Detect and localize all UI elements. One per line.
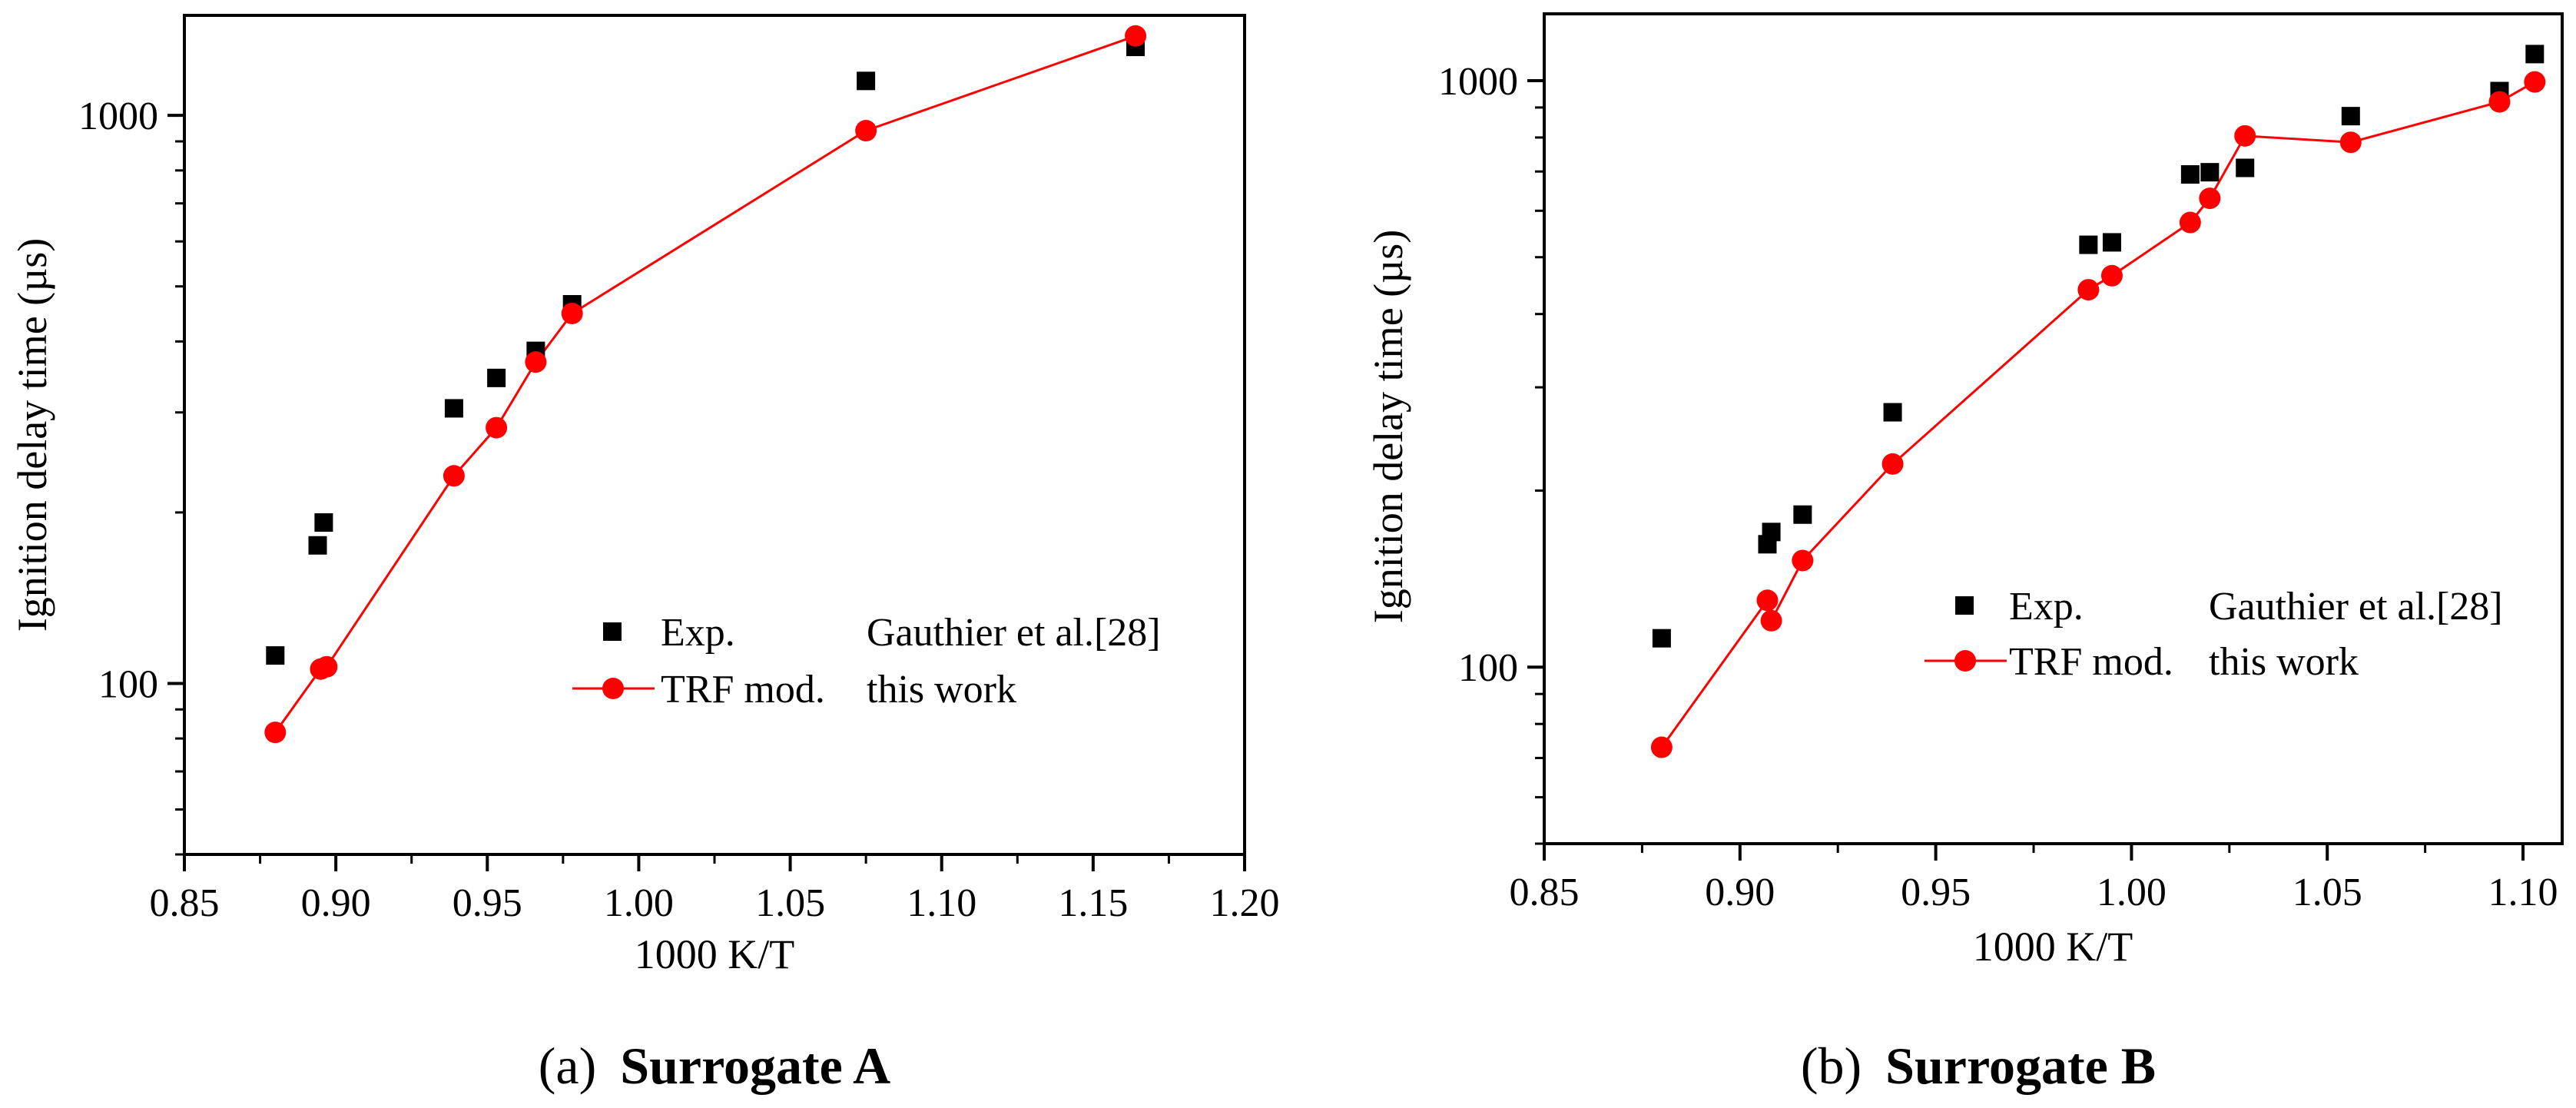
model-data-point (2488, 91, 2511, 113)
x-tick-labels-b: 0.85 0.90 0.95 1.00 1.05 1.10 (1510, 871, 2558, 914)
exp-data-point (2236, 158, 2255, 177)
model-data-point (316, 655, 338, 678)
exp-data-point (308, 536, 327, 555)
x-tick-label: 1.05 (2293, 871, 2362, 914)
y-axis-title-a: Ignition delay time (µs) (9, 238, 55, 632)
x-tick-label: 1.05 (755, 881, 825, 925)
legend-exp-label-a: Exp. (661, 611, 735, 655)
x-tick-label: 0.95 (453, 881, 522, 925)
panel-title-b: Surrogate B (1885, 1037, 2156, 1095)
exp-data-point (2525, 45, 2545, 64)
plot-frame-b (1543, 12, 2564, 845)
model-data-point (486, 416, 508, 439)
model-data-point (2234, 124, 2256, 147)
panel-caption-a: (a) Surrogate A (539, 1037, 890, 1095)
data-marks-a (264, 25, 1147, 744)
model-data-point (264, 722, 287, 744)
exp-data-point (1652, 629, 1671, 648)
legend-exp-label-b: Exp. (2009, 585, 2084, 629)
model-data-point (1792, 549, 1814, 572)
panel-caption-b: (b) Surrogate B (1801, 1037, 2156, 1095)
y-tick-label: 100 (1458, 646, 1518, 690)
exp-data-point (266, 646, 285, 665)
exp-data-point (444, 399, 463, 418)
exp-data-point (857, 71, 876, 91)
x-tick-label: 0.90 (301, 881, 371, 925)
plot-frame-a (183, 14, 1246, 856)
model-data-point (1756, 589, 1779, 612)
data-marks-b (1650, 45, 2546, 758)
legend-model-source-a: this work (867, 668, 1016, 712)
x-tick-label: 1.20 (1210, 881, 1280, 925)
model-data-point (2339, 131, 2362, 154)
y-tick-label: 1000 (1438, 60, 1518, 104)
legend-exp-marker-b (1955, 596, 1974, 615)
exp-data-point (314, 513, 333, 532)
model-data-point (2179, 211, 2201, 234)
x-tick-label: 0.85 (150, 881, 220, 925)
exp-data-point (2079, 235, 2098, 254)
exp-data-point (1762, 522, 1781, 542)
model-data-point (1650, 736, 1673, 758)
exp-data-point (2200, 163, 2220, 182)
x-tick-label: 0.95 (1901, 871, 1971, 914)
exp-data-point (1793, 505, 1812, 524)
y-tick-labels-a: 100 1000 (78, 95, 158, 706)
chart-panel-a: 0.85 0.90 0.95 1.00 1.05 1.10 1.15 1.20 100 1000… (9, 14, 1280, 1095)
y-tick-label: 100 (98, 662, 158, 706)
x-axis-title-a: 1000 K/T (635, 931, 795, 977)
legend-model-label-a: TRF mod. (661, 668, 825, 712)
legend-model-source-b: this work (2209, 640, 2359, 684)
exp-data-point (2102, 233, 2121, 252)
model-data-point (443, 465, 465, 487)
exp-data-point (2180, 165, 2200, 184)
axis-ticks-a (167, 114, 1246, 871)
legend-model-label-b: TRF mod. (2009, 640, 2173, 684)
model-data-point (2524, 71, 2546, 93)
model-data-point (2199, 187, 2221, 210)
panel-label-b: (b) (1801, 1037, 1862, 1095)
x-tick-label: 1.10 (2488, 871, 2558, 914)
panel-title-a: Surrogate A (620, 1037, 890, 1095)
x-tick-label: 1.15 (1058, 881, 1128, 925)
model-data-point (2077, 279, 2100, 301)
y-tick-labels-b: 100 1000 (1438, 60, 1518, 690)
model-data-point (1881, 453, 1904, 475)
model-data-point (1125, 25, 1147, 47)
x-tick-label: 1.10 (907, 881, 976, 925)
legend-exp-source-a: Gauthier et al.[28] (867, 611, 1161, 655)
model-data-point (561, 302, 583, 324)
model-data-point (855, 120, 877, 142)
y-axis-title-b: Ignition delay time (µs) (1365, 230, 1411, 624)
x-tick-labels-a: 0.85 0.90 0.95 1.00 1.05 1.10 1.15 1.20 (150, 881, 1280, 925)
exp-data-point (2341, 107, 2360, 126)
legend-model-marker-b (1954, 650, 1976, 672)
y-tick-label: 1000 (78, 95, 158, 138)
x-axis-title-b: 1000 K/T (1973, 924, 2133, 970)
legend-exp-marker-a (603, 622, 622, 641)
model-data-point (1760, 609, 1782, 632)
model-data-point (525, 351, 547, 373)
legend-a: Exp. Gauthier et al.[28] TRF mod. this w… (572, 611, 1161, 712)
x-tick-label: 1.00 (2097, 871, 2167, 914)
axis-ticks-b (1527, 78, 2525, 861)
chart-panel-b: 0.85 0.90 0.95 1.00 1.05 1.10 100 1000 1000 K/… (1365, 12, 2564, 1095)
x-tick-label: 0.90 (1705, 871, 1775, 914)
exp-data-point (1883, 403, 1902, 422)
legend-model-marker-a (602, 678, 624, 699)
x-tick-label: 0.85 (1510, 871, 1580, 914)
panel-label-a: (a) (539, 1037, 596, 1095)
x-tick-label: 1.00 (604, 881, 674, 925)
legend-exp-source-b: Gauthier et al.[28] (2209, 585, 2503, 629)
model-data-point (2100, 264, 2123, 287)
legend-b: Exp. Gauthier et al.[28] TRF mod. this w… (1925, 585, 2503, 684)
exp-data-point (487, 368, 506, 387)
